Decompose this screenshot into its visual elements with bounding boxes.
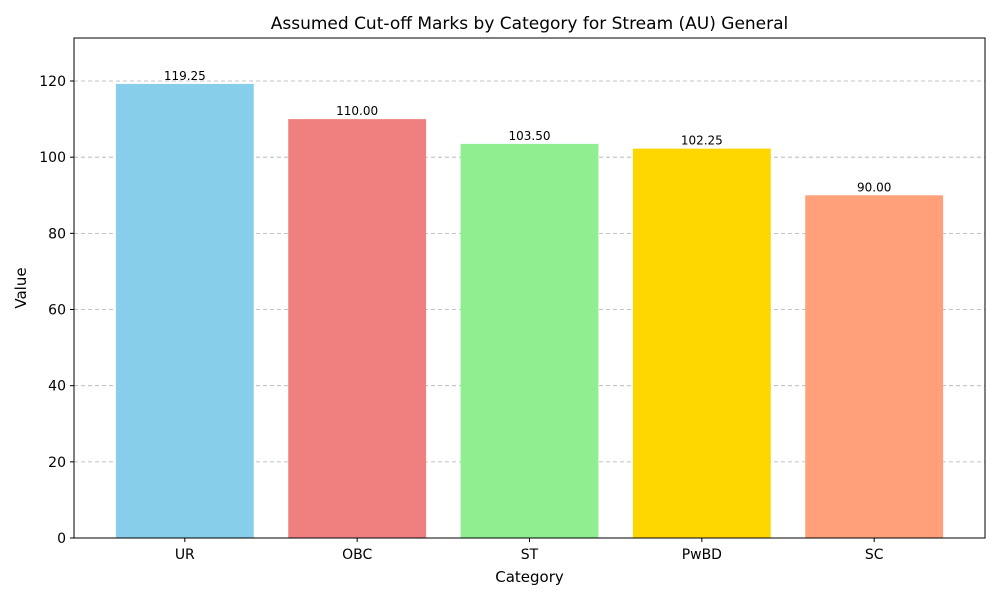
y-tick-label: 100 [39, 150, 66, 166]
value-label: 90.00 [857, 180, 891, 194]
value-label: 110.00 [336, 104, 378, 118]
x-tick-label: UR [175, 547, 195, 563]
chart-title: Assumed Cut-off Marks by Category for St… [271, 14, 789, 34]
x-axis-label: Category [495, 568, 564, 586]
value-label: 103.50 [509, 129, 551, 143]
bar-obc [288, 119, 427, 539]
x-tick-label: PwBD [682, 547, 722, 563]
value-label: 119.25 [164, 69, 206, 83]
bar-st [460, 143, 599, 538]
x-tick-label: OBC [342, 547, 372, 563]
bars [115, 83, 944, 539]
bar-pwbd [632, 148, 771, 539]
y-tick-label: 0 [57, 531, 66, 547]
bar-sc [805, 195, 944, 538]
x-tick-label: SC [865, 547, 884, 563]
value-labels: 119.25 110.00 103.50 102.25 90.00 [164, 69, 892, 194]
y-tick-label: 120 [39, 74, 66, 90]
y-tick-label: 60 [48, 303, 66, 319]
y-axis-ticks: 0 20 40 60 80 100 120 [39, 74, 74, 547]
x-axis-ticks: UR OBC ST PwBD SC [175, 538, 884, 563]
y-axis-label: Value [12, 267, 30, 308]
bar-ur [115, 83, 254, 539]
y-tick-label: 80 [48, 226, 66, 242]
value-label: 102.25 [681, 134, 723, 148]
x-tick-label: ST [521, 547, 539, 563]
y-tick-label: 20 [48, 455, 66, 471]
y-tick-label: 40 [48, 379, 66, 395]
